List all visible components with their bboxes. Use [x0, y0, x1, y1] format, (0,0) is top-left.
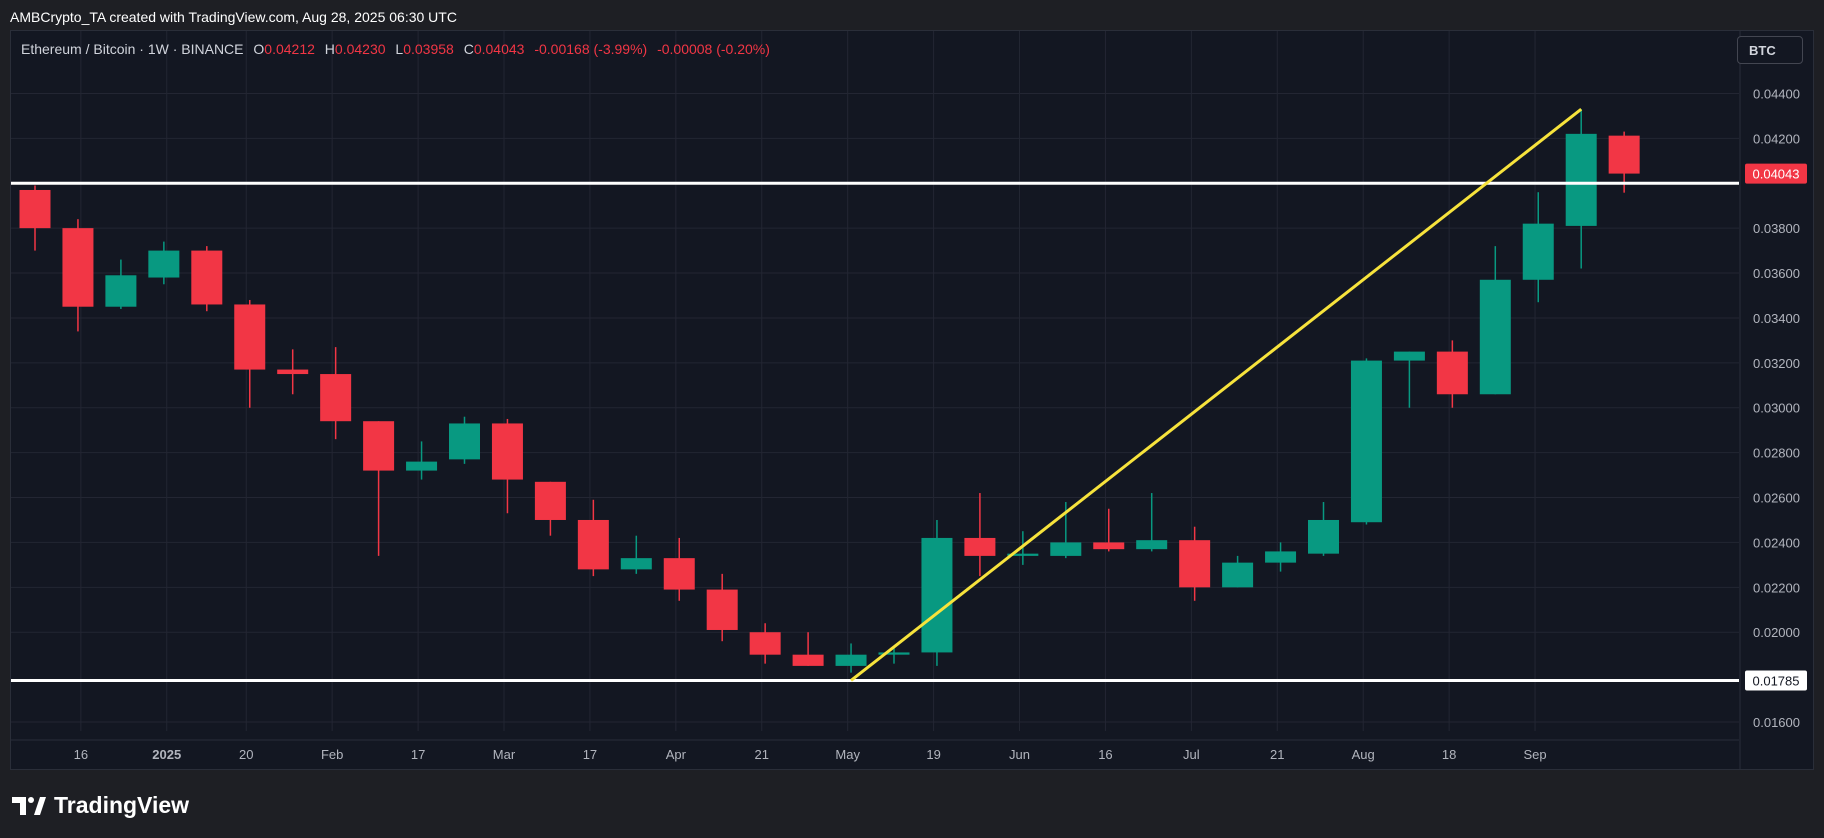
- candle-up: [1007, 553, 1039, 556]
- tradingview-logo[interactable]: TradingView: [12, 792, 189, 819]
- candle-up: [1136, 540, 1168, 550]
- candle-up: [1222, 562, 1254, 588]
- close-label: C: [463, 41, 474, 57]
- candle-up: [148, 250, 180, 278]
- x-tick-label: 21: [755, 747, 769, 762]
- y-tick-label: 0.03400: [1753, 311, 1800, 326]
- candle-up: [1265, 551, 1297, 563]
- candle-up: [1522, 223, 1554, 280]
- candle-down: [663, 558, 695, 590]
- candle-down: [1093, 542, 1125, 550]
- candle-down: [1179, 540, 1211, 588]
- low-value: 0.03958: [403, 41, 454, 57]
- x-tick-label: 20: [239, 747, 253, 762]
- candle-up: [449, 423, 480, 460]
- y-tick-label: 0.02200: [1753, 580, 1800, 595]
- trendline: [850, 107, 1583, 682]
- x-tick-label: 19: [926, 747, 940, 762]
- candle-up: [1350, 360, 1382, 523]
- candle-down: [577, 519, 609, 570]
- candle-up: [1479, 279, 1511, 395]
- candle-up: [1393, 351, 1425, 361]
- candle-down: [792, 654, 824, 666]
- x-tick-label: Jul: [1183, 747, 1200, 762]
- candle-down: [363, 421, 395, 471]
- candle-down: [706, 589, 738, 630]
- x-tick-label: 16: [74, 747, 88, 762]
- y-tick-label: 0.03200: [1753, 356, 1800, 371]
- change-value-secondary: -0.00008 (-0.20%): [657, 41, 770, 57]
- symbol-name[interactable]: Ethereum / Bitcoin · 1W · BINANCE: [21, 41, 244, 57]
- candle-up: [835, 654, 867, 666]
- candle-down: [964, 537, 996, 556]
- candle-down: [1608, 135, 1640, 174]
- candle-up: [406, 461, 438, 471]
- x-tick-label: 21: [1270, 747, 1284, 762]
- attribution-text: AMBCrypto_TA created with TradingView.co…: [10, 9, 457, 25]
- x-tick-label: Jun: [1009, 747, 1030, 762]
- y-tick-label: 0.04200: [1753, 131, 1800, 146]
- x-tick-label: 16: [1098, 747, 1112, 762]
- candle-up: [1308, 519, 1339, 554]
- open-value: 0.04212: [264, 41, 315, 57]
- x-tick-label: 2025: [152, 747, 181, 762]
- tradingview-brand: TradingView: [54, 792, 190, 818]
- close-value: 0.04043: [473, 41, 525, 57]
- candle-up: [1565, 133, 1597, 226]
- current-price-label: 0.04043: [1753, 167, 1800, 182]
- currency-button[interactable]: BTC: [1737, 36, 1803, 64]
- x-tick-label: Mar: [493, 747, 516, 762]
- candle-down: [491, 423, 523, 480]
- x-tick-label: Feb: [321, 747, 343, 762]
- candle-down: [62, 228, 94, 307]
- y-tick-label: 0.03800: [1753, 221, 1800, 236]
- high-value: 0.04230: [334, 41, 386, 57]
- y-tick-label: 0.04400: [1753, 86, 1800, 101]
- candle-up: [1050, 542, 1082, 556]
- x-tick-label: Aug: [1352, 747, 1375, 762]
- candlestick-chart[interactable]: 0.04400 0.04200 0.03800 0.03600 0.03400 0.032…: [11, 31, 1813, 769]
- candle-down: [234, 304, 266, 370]
- x-tick-label: 18: [1442, 747, 1456, 762]
- candle-down: [749, 632, 781, 655]
- y-tick-label: 0.01600: [1753, 715, 1800, 730]
- change-value: -0.00168 (-3.99%): [534, 41, 648, 57]
- candle-down: [191, 250, 223, 305]
- y-tick-label: 0.02000: [1753, 625, 1800, 640]
- tradingview-logo-icon: [12, 796, 46, 815]
- candle-down: [320, 374, 352, 422]
- x-tick-label: Sep: [1523, 747, 1546, 762]
- x-tick-label: 17: [583, 747, 597, 762]
- y-tick-label: 0.03600: [1753, 266, 1800, 281]
- candle-down: [1436, 351, 1468, 395]
- candle-down: [19, 189, 51, 229]
- y-tick-label: 0.02600: [1753, 491, 1800, 506]
- open-label: O: [253, 41, 265, 57]
- x-tick-label: Apr: [666, 747, 687, 762]
- candle-up: [921, 537, 953, 653]
- candle-up: [620, 558, 652, 570]
- y-tick-label: 0.02400: [1753, 535, 1800, 550]
- candle-up: [105, 275, 137, 307]
- y-tick-label: 0.02800: [1753, 446, 1800, 461]
- current-price-label-box: [1745, 163, 1807, 184]
- candle-up: [878, 652, 910, 655]
- support-price-label: 0.01785: [1753, 673, 1800, 688]
- candle-down: [534, 481, 566, 520]
- support-price-label-box: [1745, 670, 1807, 691]
- x-tick-label: May: [835, 747, 860, 762]
- y-tick-label: 0.03000: [1753, 401, 1800, 416]
- symbol-legend: Ethereum / Bitcoin · 1W · BINANCE O0.042…: [21, 41, 770, 57]
- low-label: L: [395, 41, 404, 57]
- high-label: H: [324, 41, 335, 57]
- candle-down: [277, 369, 309, 375]
- chart-panel[interactable]: 0.04400 0.04200 0.03800 0.03600 0.03400 0.032…: [10, 30, 1814, 770]
- x-tick-label: 17: [411, 747, 425, 762]
